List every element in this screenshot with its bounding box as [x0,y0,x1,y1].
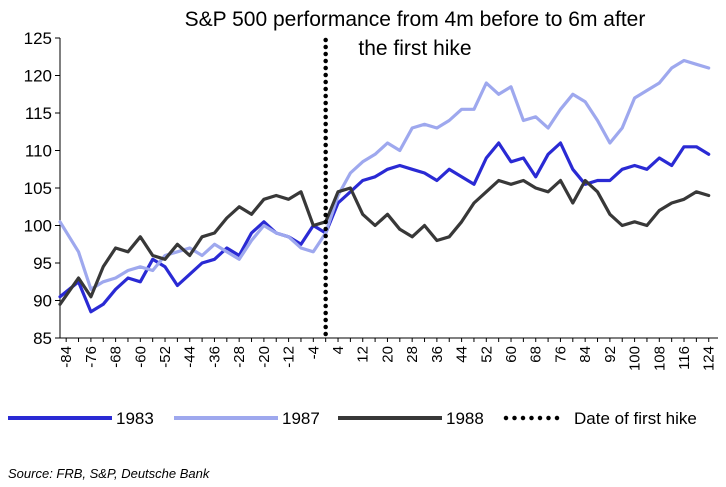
series-line-1988 [58,178,711,306]
chart-title-line-1: S&P 500 performance from 4m before to 6m… [185,8,646,31]
x-tick-label: 76 [552,346,569,363]
x-tick-label: 124 [701,346,718,371]
x-tick-label: 20 [379,346,396,363]
x-tick-label: -68 [108,346,125,368]
y-tick-label: 90 [33,292,52,311]
chart-title-line-2: the first hike [358,37,471,60]
y-tick-label: 120 [24,67,52,86]
plot-area [58,37,711,341]
x-tick-label: 36 [429,346,446,363]
y-tick-label: 125 [24,29,52,48]
x-tick-label: -12 [281,346,298,368]
y-tick-label: 85 [33,329,52,348]
x-tick-label: -4 [305,346,322,359]
x-tick-label: 60 [503,346,520,363]
x-tick-label: 4 [330,346,347,354]
legend-label-1987: 1987 [282,409,320,428]
x-tick-label: 28 [404,346,421,363]
y-axis: 85 90 95 100 105 110 115 120 125 [24,29,61,348]
x-tick-label: -20 [256,346,273,368]
x-tick-label: 52 [478,346,495,363]
legend-label-1988: 1988 [446,409,484,428]
legend: 1983 1987 1988 Date of first hike [8,409,697,428]
source-note: Source: FRB, S&P, Deutsche Bank [8,466,210,481]
x-tick-label: -60 [132,346,149,368]
x-tick-label: -76 [83,346,100,368]
x-tick-label: 84 [577,346,594,363]
y-tick-label: 110 [25,142,52,161]
x-tick-label: 68 [528,346,545,363]
x-tick-label: -36 [206,346,223,368]
y-tick-label: 95 [33,254,52,273]
series-line-1983 [58,141,711,314]
x-tick-label: 12 [355,346,372,363]
x-tick-label: 92 [602,346,619,363]
series-line-1987 [58,58,711,291]
x-tick-label: 116 [676,346,693,370]
x-tick-label: -28 [231,346,248,368]
x-tick-label: 108 [651,346,668,371]
x-axis: -84 -76 -68 -60 -52 -44 -36 -28 -20 -12 -4 4 12 20 28 3… [58,337,718,371]
y-tick-label: 115 [25,104,52,123]
y-tick-label: 100 [24,217,52,236]
x-tick-label: -44 [182,346,199,368]
legend-label-1983: 1983 [116,409,154,428]
x-tick-label: 100 [627,346,644,371]
x-tick-label: 44 [454,346,471,363]
x-tick-label: -84 [58,346,75,368]
y-tick-label: 105 [24,179,52,198]
legend-label-first-hike: Date of first hike [574,409,697,428]
x-tick-label: -52 [157,346,174,368]
